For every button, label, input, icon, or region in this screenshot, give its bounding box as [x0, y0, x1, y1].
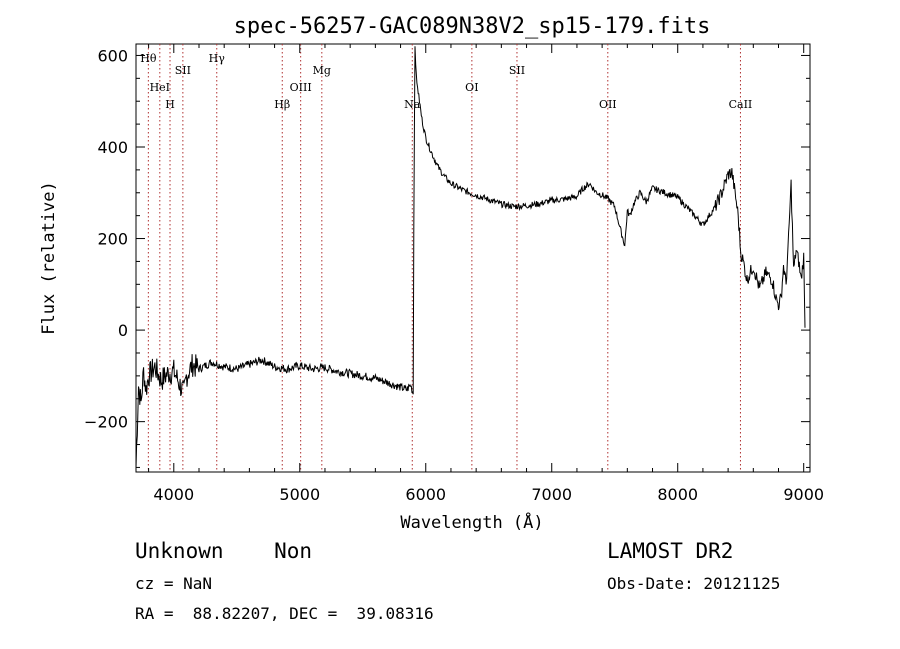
- coordinates-readout: RA = 88.82207, DEC = 39.08316: [135, 604, 434, 623]
- y-tick-label: 200: [97, 230, 128, 249]
- y-tick-label: 600: [97, 46, 128, 65]
- spectral-line-label: SII: [175, 64, 191, 77]
- object-class: Unknown Non: [135, 539, 313, 563]
- x-tick-label: 5000: [279, 485, 320, 504]
- x-tick-label: 4000: [153, 485, 194, 504]
- y-axis-label: Flux (relative): [39, 181, 59, 335]
- spectral-line-label: Na: [404, 98, 421, 111]
- spectral-line-label: H: [165, 98, 175, 111]
- chart-title: spec-56257-GAC089N38V2_sp15-179.fits: [234, 14, 711, 39]
- y-tick-label: 400: [97, 138, 128, 157]
- observation-date: Obs-Date: 20121125: [607, 574, 781, 593]
- spectral-line-label: OI: [465, 81, 478, 94]
- spectral-line-label: OII: [599, 98, 617, 111]
- x-tick-label: 7000: [531, 485, 572, 504]
- spectral-line-label: SII: [509, 64, 525, 77]
- x-tick-label: 8000: [657, 485, 698, 504]
- axis-ticks: 4000 5000 6000 7000 8000 9000 −200 0 200 400 600: [84, 44, 824, 504]
- spectral-line-label: Mg: [313, 64, 331, 77]
- survey-name: LAMOST DR2: [607, 539, 734, 563]
- spectral-line-label: CaII: [729, 98, 753, 111]
- x-tick-label: 9000: [783, 485, 824, 504]
- x-axis-label: Wavelength (Å): [400, 511, 543, 533]
- y-tick-label: −200: [84, 413, 128, 432]
- spectrum-line: [135, 46, 806, 468]
- spectral-line-label: OIII: [290, 81, 312, 94]
- spectral-line-label: Hγ: [209, 52, 226, 65]
- spectral-line-label: Hθ: [140, 52, 157, 65]
- x-tick-label: 6000: [405, 485, 446, 504]
- plot-frame: [135, 43, 811, 473]
- redshift-readout: cz = NaN: [135, 574, 213, 593]
- spectral-line-label: Hβ: [274, 98, 290, 111]
- y-tick-label: 0: [118, 321, 128, 340]
- spectral-line-label: HeI: [150, 81, 170, 94]
